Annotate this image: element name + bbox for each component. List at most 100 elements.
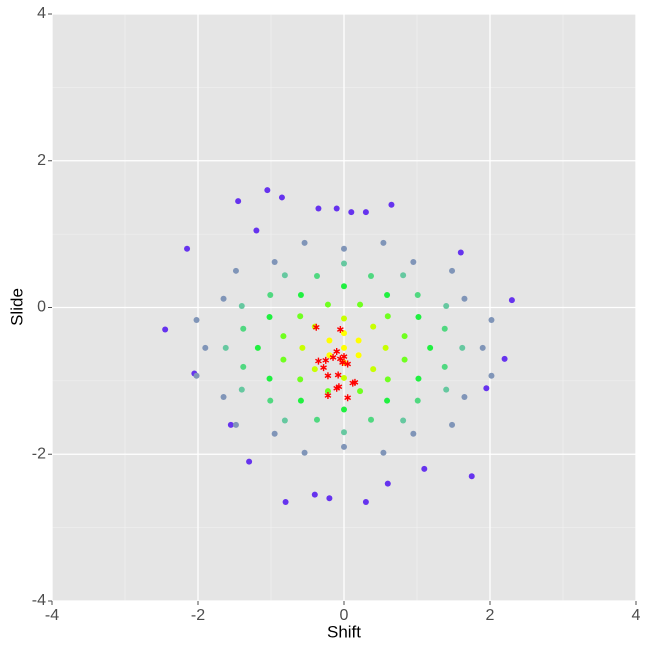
y-tick-label: -4 — [32, 592, 46, 609]
point — [384, 292, 391, 299]
point — [281, 272, 288, 279]
point — [443, 303, 450, 310]
point — [382, 344, 389, 351]
point — [355, 337, 362, 344]
point — [324, 388, 331, 395]
point — [441, 325, 448, 332]
point — [341, 344, 347, 351]
point — [414, 292, 421, 299]
y-axis-title: Slide — [7, 288, 26, 326]
point — [384, 313, 391, 320]
point — [326, 337, 333, 344]
asterisk-point — [351, 378, 359, 386]
asterisk-point — [322, 356, 330, 364]
x-tick-label: 2 — [486, 607, 495, 624]
asterisk-point — [333, 348, 341, 356]
point — [461, 295, 468, 302]
point — [341, 374, 347, 381]
point — [384, 480, 391, 487]
point — [355, 352, 362, 359]
point — [311, 366, 318, 373]
point — [401, 356, 408, 363]
point — [459, 344, 466, 351]
point — [281, 417, 288, 424]
point — [357, 388, 364, 395]
asterisk-point — [329, 353, 337, 361]
asterisk-point — [340, 353, 348, 361]
point — [468, 473, 475, 480]
y-tick-label: 4 — [37, 5, 46, 22]
y-tick-label: -2 — [32, 445, 46, 462]
asterisk-point — [324, 372, 332, 380]
point — [508, 297, 515, 304]
point — [235, 198, 242, 205]
points — [162, 187, 515, 505]
point — [370, 323, 377, 330]
point — [297, 292, 304, 299]
point — [227, 421, 234, 428]
point — [301, 239, 308, 246]
point — [238, 386, 245, 393]
point — [441, 363, 448, 370]
asterisk-point — [336, 326, 344, 334]
point — [400, 417, 407, 424]
point — [232, 267, 239, 274]
point — [240, 325, 247, 332]
point — [297, 376, 304, 383]
point — [271, 259, 278, 266]
point — [400, 272, 407, 279]
point — [313, 416, 320, 423]
point — [380, 449, 387, 456]
point — [301, 449, 308, 456]
point — [266, 314, 273, 321]
point — [313, 272, 320, 279]
point — [410, 430, 417, 437]
point — [368, 416, 375, 423]
point — [357, 301, 364, 308]
x-axis-title: Shift — [327, 622, 361, 641]
point — [362, 209, 369, 216]
point — [326, 495, 333, 502]
point — [415, 375, 422, 382]
point — [443, 386, 450, 393]
point — [341, 429, 347, 436]
point — [414, 397, 421, 404]
point — [324, 301, 331, 308]
point — [271, 430, 278, 437]
point — [384, 376, 391, 383]
point — [370, 366, 377, 373]
point — [479, 344, 486, 351]
point — [220, 295, 227, 302]
point — [501, 355, 508, 362]
point — [264, 187, 271, 194]
point — [362, 498, 369, 505]
point — [222, 344, 229, 351]
point — [193, 316, 200, 323]
y-tick-label: 0 — [37, 299, 46, 316]
x-tick-label: 0 — [340, 607, 349, 624]
point — [246, 458, 253, 465]
asterisk-point — [344, 394, 352, 402]
point — [267, 292, 274, 299]
point — [280, 356, 287, 363]
point — [280, 333, 287, 340]
point — [297, 313, 304, 320]
point — [278, 194, 285, 201]
point — [341, 443, 347, 450]
point — [254, 344, 261, 351]
point — [341, 260, 347, 267]
asterisk-point — [324, 392, 332, 400]
point — [461, 394, 468, 401]
point — [282, 498, 289, 505]
point — [341, 315, 347, 322]
asterisk-point — [315, 357, 322, 365]
point — [488, 316, 495, 323]
point — [483, 385, 490, 392]
asterisk-point — [344, 360, 352, 368]
point — [410, 259, 417, 266]
point — [341, 406, 347, 413]
asterisk-point — [339, 359, 346, 367]
point — [193, 372, 200, 379]
point — [341, 245, 347, 252]
